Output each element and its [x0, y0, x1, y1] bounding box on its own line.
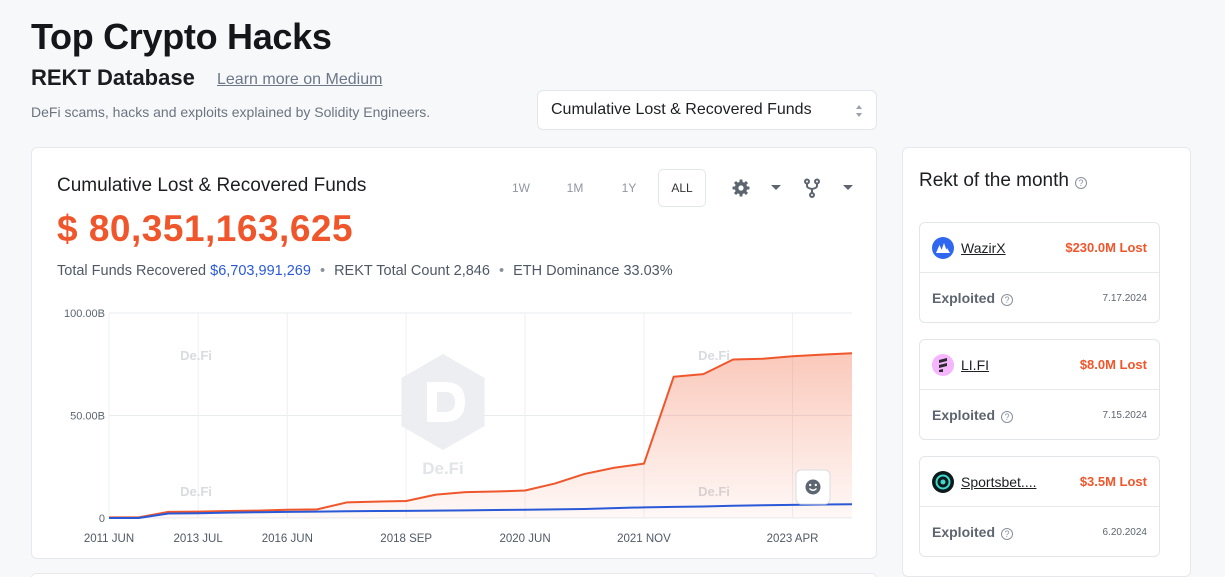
x-tick-label: 2021 NOV [617, 533, 671, 545]
watermark-text: De.Fi [422, 459, 464, 478]
page-title: Top Crypto Hacks [31, 16, 332, 57]
y-tick-label: 50.00B [70, 411, 105, 423]
lost-funds-area [109, 353, 852, 518]
help-icon[interactable]: ? [1074, 176, 1087, 189]
x-tick-label: 2020 JUN [500, 533, 551, 545]
y-tick-label: 0 [99, 513, 105, 525]
info-icon[interactable]: ? [1001, 410, 1014, 423]
x-tick-label: 2023 APR [767, 533, 819, 545]
info-icon[interactable]: ? [1001, 527, 1014, 540]
rekt-item-date: 7.15.2024 [1102, 409, 1148, 421]
rekt-item-lost: $8.0M Lost [1079, 357, 1147, 372]
rekt-of-month-panel: Rekt of the month ? WazirX $230.0M Lost … [902, 147, 1191, 577]
chart-type-select[interactable]: Cumulative Lost & Recovered Funds [537, 90, 877, 130]
chevron-down-icon[interactable] [836, 176, 860, 200]
chart-type-select-value: Cumulative Lost & Recovered Funds [551, 101, 812, 118]
chart-title: Cumulative Lost & Recovered Funds [57, 175, 367, 196]
rekt-item-name[interactable]: LI.FI [961, 356, 990, 373]
watermark-text: De.Fi [180, 348, 212, 363]
x-tick-label: 2011 JUN [84, 533, 134, 545]
sportsbet-logo-icon [932, 470, 954, 493]
rekt-item-lost: $3.5M Lost [1079, 474, 1147, 489]
next-card-edge [31, 573, 877, 577]
rekt-item-kind: Exploited [932, 407, 996, 423]
range-all-button[interactable]: ALL [658, 169, 706, 207]
rekt-item-kind: Exploited [932, 290, 996, 306]
x-tick-label: 2013 JUL [174, 533, 224, 545]
page-tagline: DeFi scams, hacks and exploits explained… [31, 104, 431, 120]
database-title: REKT Database [31, 65, 195, 90]
x-tick-label: 2016 JUN [262, 533, 313, 545]
y-tick-label: 100.00B [64, 308, 105, 320]
rekt-item[interactable]: Sportsbet.... $3.5M Lost Exploited ? 6.2… [919, 456, 1160, 557]
rekt-item[interactable]: LI.FI $8.0M Lost Exploited ? 7.15.2024 [919, 339, 1160, 440]
rekt-item-date: 7.17.2024 [1102, 292, 1148, 304]
rekt-item-kind: Exploited [932, 524, 996, 540]
rekt-of-month-title: Rekt of the month ? [919, 170, 1087, 192]
recovered-value: $6,703,991,269 [210, 263, 311, 279]
chevron-down-icon[interactable] [764, 176, 788, 200]
learn-more-link[interactable]: Learn more on Medium [217, 71, 383, 88]
info-icon[interactable]: ? [1001, 293, 1014, 306]
recovered-label: Total Funds Recovered [57, 263, 207, 279]
range-1w-button[interactable]: 1W [512, 181, 530, 195]
x-tick-label: 2018 SEP [380, 533, 432, 545]
defi-logo-d-hole [437, 392, 455, 412]
lifi-logo-icon [932, 353, 954, 376]
range-1y-button[interactable]: 1Y [621, 181, 637, 195]
fork-icon[interactable] [800, 176, 824, 200]
watermark-text: De.Fi [180, 484, 212, 499]
recovered-funds-line [109, 503, 853, 519]
lost-funds-line [109, 352, 853, 519]
watermark-text: De.Fi [698, 348, 730, 363]
select-arrows-icon [856, 105, 862, 117]
rekt-item-date: 6.20.2024 [1102, 526, 1148, 538]
chart-card: Cumulative Lost & Recovered Funds 1W 1M … [31, 147, 877, 559]
total-lost-value: $ 80,351,163,625 [57, 208, 354, 249]
smiley-icon[interactable] [795, 469, 831, 505]
stats-row: Total Funds Recovered $6,703,991,269 • R… [57, 263, 673, 279]
wazirx-logo-icon [932, 236, 954, 259]
rekt-count: REKT Total Count 2,846 [334, 263, 490, 279]
rekt-item-name[interactable]: Sportsbet.... [961, 473, 1037, 490]
range-1m-button[interactable]: 1M [566, 181, 584, 195]
rekt-item[interactable]: WazirX $230.0M Lost Exploited ? 7.17.202… [919, 222, 1160, 323]
rekt-item-name[interactable]: WazirX [961, 239, 1006, 256]
gear-icon[interactable] [729, 176, 753, 200]
eth-dominance: ETH Dominance 33.03% [513, 263, 673, 279]
rekt-item-lost: $230.0M Lost [1065, 240, 1147, 255]
